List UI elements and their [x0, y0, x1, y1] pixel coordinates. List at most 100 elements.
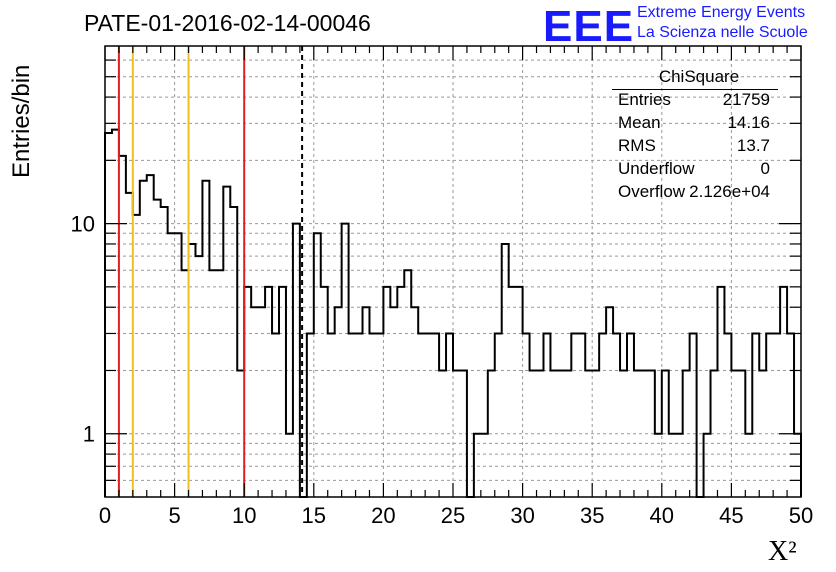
plot-title: PATE-01-2016-02-14-00046 [84, 10, 371, 36]
histogram-bin [495, 333, 502, 497]
histogram-bin [453, 370, 460, 497]
histogram-bin [369, 333, 376, 497]
histogram-bin [564, 370, 571, 497]
histogram-bin [314, 233, 321, 497]
histogram-bin [147, 175, 154, 497]
histogram-bin [704, 434, 711, 497]
histogram-bin [620, 370, 627, 497]
histogram-bin [578, 333, 585, 497]
histogram-bin [592, 370, 599, 497]
histogram-bin [383, 287, 390, 497]
histogram-bin [752, 333, 759, 497]
histogram-bin [676, 434, 683, 497]
histogram-bin [105, 133, 112, 497]
histogram-bin [209, 270, 216, 497]
stats-row-overflow: Overflow 2.126e+04 [608, 180, 778, 203]
histogram-bin [376, 333, 383, 497]
histogram-bin [606, 307, 613, 497]
histogram-bin [335, 307, 342, 497]
stats-value: 21759 [722, 90, 770, 109]
histogram-bin [182, 270, 189, 497]
histogram-bin [717, 287, 724, 497]
histogram-bin [418, 333, 425, 497]
histogram-bin [627, 333, 634, 497]
histogram-bin [537, 370, 544, 497]
histogram-bin [780, 287, 787, 497]
stats-value: 14.16 [727, 113, 770, 132]
histogram-layer [104, 128, 802, 498]
y-tick-label: 10 [71, 212, 95, 237]
histogram-bin [599, 333, 606, 497]
histogram-bin [328, 333, 335, 497]
histogram-bin [119, 156, 126, 497]
histogram-bin [307, 333, 314, 497]
histogram-bin [460, 370, 467, 497]
histogram-bin [425, 333, 432, 497]
eee-logo: EEE [543, 2, 635, 51]
histogram-steps [104, 128, 802, 498]
stats-key: RMS [618, 136, 656, 155]
x-tick-label: 10 [232, 503, 256, 528]
stats-value: 13.7 [736, 136, 770, 155]
histogram-bin [168, 233, 175, 497]
tick-labels-layer: 0 5 10 15 20 25 30 35 40 45 50 1 10 [71, 212, 814, 528]
stats-key: Underflow [618, 159, 695, 178]
histogram-bin [363, 307, 370, 497]
histogram-bin [634, 370, 641, 497]
histogram-bin [585, 370, 592, 497]
histogram-bin [251, 307, 258, 497]
stats-row-underflow: Underflow 0 [608, 157, 778, 180]
stats-key: Mean [618, 113, 661, 132]
histogram-bin [223, 187, 230, 497]
histogram-bin [356, 333, 363, 497]
stats-divider [612, 89, 778, 90]
histogram-bin [133, 215, 140, 497]
histogram-bin [342, 224, 349, 497]
stats-title: ChiSquare [658, 67, 740, 86]
y-tick-label: 1 [83, 422, 95, 447]
histogram-bin [286, 434, 293, 497]
stats-key: Entries [618, 90, 671, 109]
histogram-bin [237, 370, 244, 497]
histogram-bin [773, 333, 780, 497]
histogram-bin [502, 244, 509, 497]
histogram-bin [195, 256, 202, 497]
histogram-bin [523, 333, 530, 497]
cut-lines-layer [117, 46, 304, 497]
histogram-bin [550, 370, 557, 497]
histogram-bin [397, 287, 404, 497]
histogram-bin [488, 370, 495, 497]
histogram-bin [766, 333, 773, 497]
y-axis-label: Entries/bin [8, 64, 35, 178]
stats-row-rms: RMS 13.7 [608, 134, 778, 157]
histogram-bin [140, 181, 147, 497]
histogram-bin [272, 333, 279, 497]
histogram-bin [154, 200, 161, 497]
x-tick-label: 25 [441, 503, 465, 528]
stats-box: ChiSquare Entries 21759 Mean 14.16 RMS 1… [608, 66, 778, 203]
logo-subtitle-line2: La Scienza nelle Scuole [637, 24, 808, 41]
histogram-bin [279, 287, 286, 497]
histogram-bin [175, 233, 182, 497]
histogram-bin [474, 434, 481, 497]
histogram-bin [530, 370, 537, 497]
histogram-bin [265, 287, 272, 497]
stats-value: 0 [760, 159, 770, 178]
histogram-bin [189, 244, 196, 497]
x-tick-label: 20 [371, 503, 395, 528]
histogram-bin [543, 333, 550, 497]
histogram-bin [321, 287, 328, 497]
histogram-bin [557, 370, 564, 497]
histogram-bin [390, 307, 397, 497]
stats-row-mean: Mean 14.16 [608, 111, 778, 134]
histogram-bin [439, 370, 446, 497]
x-tick-label: 40 [650, 503, 674, 528]
histogram-bin [481, 434, 488, 497]
stats-value: 2.126e+04 [689, 182, 770, 201]
histogram-bin [669, 434, 676, 497]
histogram-bin [202, 181, 209, 497]
histogram-bin [648, 370, 655, 497]
histogram-bin [724, 333, 731, 497]
histogram-bin [738, 370, 745, 497]
histogram-bin [446, 333, 453, 497]
